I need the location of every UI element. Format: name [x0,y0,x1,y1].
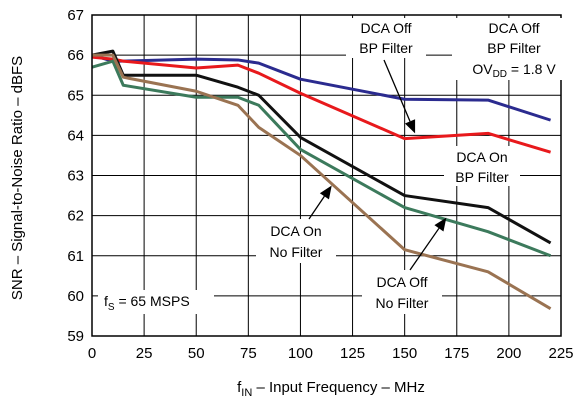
x-tick-label: 75 [240,345,257,362]
y-tick-label: 65 [67,87,84,104]
annotation-arrows [308,59,447,271]
annotation-ovdd-line: OVDD = 1.8 V [472,61,556,80]
y-tick-label: 62 [67,208,84,225]
series-line-dca-on-no-filter [91,59,552,258]
plot-border [91,14,562,337]
x-tick-label: 0 [88,345,96,362]
series-lines [91,49,552,311]
series-line-dca-off-no-filter [92,53,552,311]
y-tick-label: 61 [67,248,84,265]
annotations: DCA Off BP Filter DCA Off BP Filter OVDD… [98,18,574,314]
x-tick-label: 150 [392,345,417,362]
y-tick-label: 64 [67,127,84,144]
x-tick-label: 125 [340,345,365,362]
y-tick-label: 60 [67,288,84,305]
annotation-dca-on-nf-line2: No Filter [270,244,323,260]
annotation-dca-off-bp-1-line2: BP Filter [359,40,413,56]
x-tick-label: 100 [288,345,313,362]
y-tick-label: 63 [67,168,84,185]
x-axis-label: fIN – Input Frequency – MHz [237,379,425,399]
x-tick-label: 200 [496,345,521,362]
x-tick-label: 225 [548,345,573,362]
y-tick-label: 66 [67,47,84,64]
arrow-dca-on-no-filter [308,185,332,220]
tick-labels: 0 25 50 75 100 125 150 175 200 225 59 60 61 62 63 64 65 6… [67,7,573,362]
annotation-dca-off-bp-2-line1: DCA Off [488,20,539,36]
arrow-dca-off-no-filter [409,217,447,271]
annotation-fs: fS = 65 MSPS [104,293,190,313]
y-tick-label: 67 [67,7,84,24]
annotation-dca-on-bp-line2: BP Filter [455,169,509,185]
x-tick-label: 25 [136,345,153,362]
annotation-dca-on-nf-line1: DCA On [270,223,321,239]
y-tick-label: 59 [67,328,84,345]
annotation-dca-off-nf-line2: No Filter [376,295,429,311]
arrow-dca-off-bp [383,59,416,134]
y-axis-label: SNR – Signal-to-Noise Ratio – dBFS [9,56,26,300]
annotation-dca-off-bp-1-line1: DCA Off [360,20,411,36]
annotation-dca-off-bp-2-line2: BP Filter [487,40,541,56]
plot-frame [91,14,562,337]
annotation-dca-on-bp-line1: DCA On [456,149,507,165]
x-tick-label: 50 [188,345,205,362]
x-tick-label: 175 [444,345,469,362]
annotation-dca-off-nf-line1: DCA Off [376,274,427,290]
